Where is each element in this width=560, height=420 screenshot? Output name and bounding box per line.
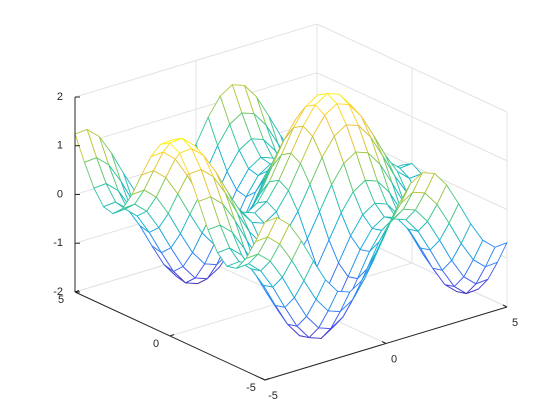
x-tick xyxy=(260,377,266,381)
mesh-layer xyxy=(74,84,508,339)
z-tick-label: 1 xyxy=(57,140,63,152)
axes-layer: -2 -1 0 1 2 -5 0 5 -5 0 5 xyxy=(53,91,518,402)
y-tick-label: -5 xyxy=(246,382,256,394)
z-tick-label: -2 xyxy=(53,286,63,298)
y-tick-label: 5 xyxy=(58,294,64,306)
x-tick-label: 5 xyxy=(512,317,518,329)
z-tick-label: 2 xyxy=(57,91,63,103)
x-tick-label: -5 xyxy=(268,390,278,402)
mesh-cell xyxy=(255,216,278,242)
x-tick-label: 0 xyxy=(391,353,397,365)
y-tick xyxy=(264,378,270,381)
x-tick xyxy=(381,341,387,344)
y-tick xyxy=(74,290,80,293)
x-tick xyxy=(502,304,508,308)
z-tick-label: -1 xyxy=(53,237,63,249)
z-tick-label: 0 xyxy=(57,188,63,200)
y-tick xyxy=(169,334,175,337)
y-tick-label: 0 xyxy=(153,338,159,350)
